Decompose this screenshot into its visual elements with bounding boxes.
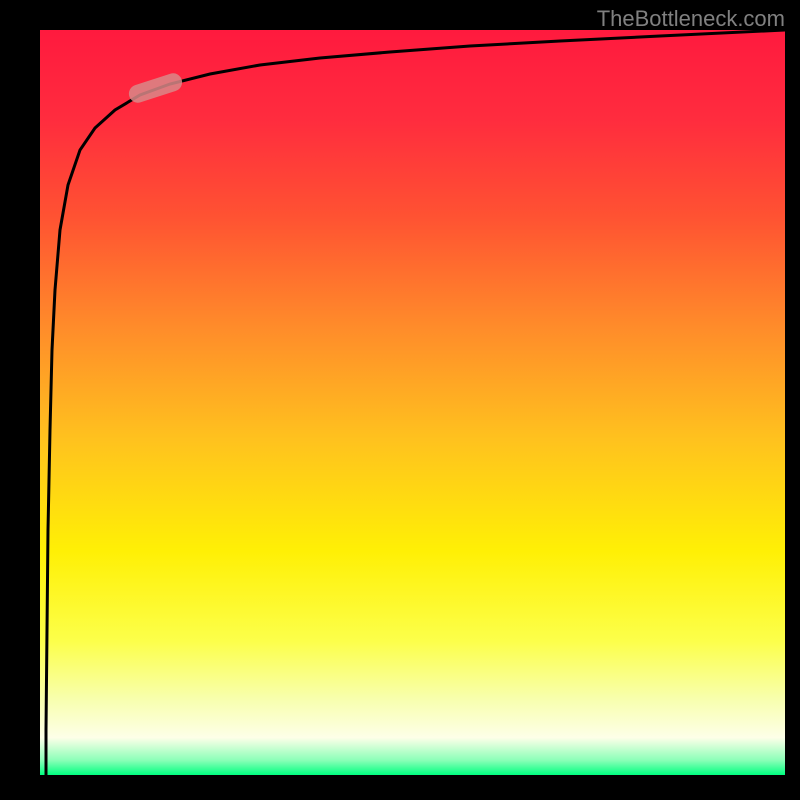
chart-container [40,30,785,775]
watermark-text: TheBottleneck.com [597,6,785,32]
performance-curve [40,30,785,775]
